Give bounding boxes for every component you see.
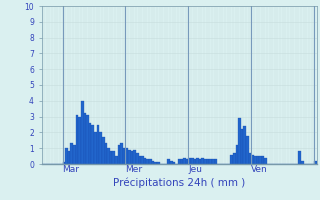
Bar	[167, 159, 170, 164]
Bar	[196, 158, 199, 164]
Bar	[183, 158, 186, 164]
Bar	[191, 158, 194, 164]
Bar	[194, 159, 196, 164]
Bar	[257, 156, 259, 164]
Bar	[149, 159, 152, 164]
Bar	[63, 162, 65, 164]
Bar	[139, 156, 141, 164]
Bar	[131, 151, 133, 164]
Bar	[92, 124, 94, 164]
Bar	[89, 123, 92, 164]
Bar	[251, 155, 254, 164]
Bar	[170, 161, 173, 164]
Bar	[99, 132, 102, 164]
Bar	[94, 132, 97, 164]
Bar	[299, 151, 301, 164]
Bar	[236, 145, 238, 164]
Bar	[118, 145, 120, 164]
Bar	[128, 150, 131, 164]
Bar	[178, 159, 180, 164]
Bar	[73, 145, 76, 164]
Bar	[120, 143, 123, 164]
Bar	[180, 159, 183, 164]
Bar	[244, 126, 246, 164]
Bar	[107, 148, 110, 164]
Bar	[86, 115, 89, 164]
Bar	[199, 159, 202, 164]
Bar	[97, 124, 99, 164]
Bar	[157, 162, 160, 164]
Bar	[233, 153, 236, 164]
X-axis label: Précipitations 24h ( mm ): Précipitations 24h ( mm )	[113, 177, 245, 188]
Bar	[70, 143, 73, 164]
Bar	[207, 159, 209, 164]
Bar	[259, 156, 262, 164]
Bar	[141, 156, 144, 164]
Bar	[144, 158, 147, 164]
Bar	[147, 159, 149, 164]
Bar	[123, 148, 125, 164]
Bar	[188, 158, 191, 164]
Bar	[136, 153, 139, 164]
Bar	[76, 115, 78, 164]
Bar	[241, 129, 244, 164]
Bar	[125, 148, 128, 164]
Bar	[249, 153, 251, 164]
Bar	[78, 117, 81, 164]
Bar	[254, 156, 257, 164]
Bar	[115, 156, 118, 164]
Bar	[202, 158, 204, 164]
Bar	[110, 151, 112, 164]
Bar	[238, 118, 241, 164]
Bar	[230, 155, 233, 164]
Bar	[262, 156, 264, 164]
Bar	[112, 151, 115, 164]
Bar	[84, 113, 86, 164]
Bar	[68, 151, 70, 164]
Bar	[204, 159, 207, 164]
Bar	[133, 150, 136, 164]
Bar	[105, 143, 107, 164]
Bar	[102, 137, 105, 164]
Bar	[65, 148, 68, 164]
Bar	[209, 159, 212, 164]
Bar	[152, 161, 154, 164]
Bar	[81, 101, 84, 164]
Bar	[212, 159, 215, 164]
Bar	[215, 159, 217, 164]
Bar	[173, 162, 175, 164]
Bar	[264, 158, 267, 164]
Bar	[154, 162, 157, 164]
Bar	[314, 161, 317, 164]
Bar	[246, 136, 249, 164]
Bar	[301, 161, 304, 164]
Bar	[186, 159, 188, 164]
